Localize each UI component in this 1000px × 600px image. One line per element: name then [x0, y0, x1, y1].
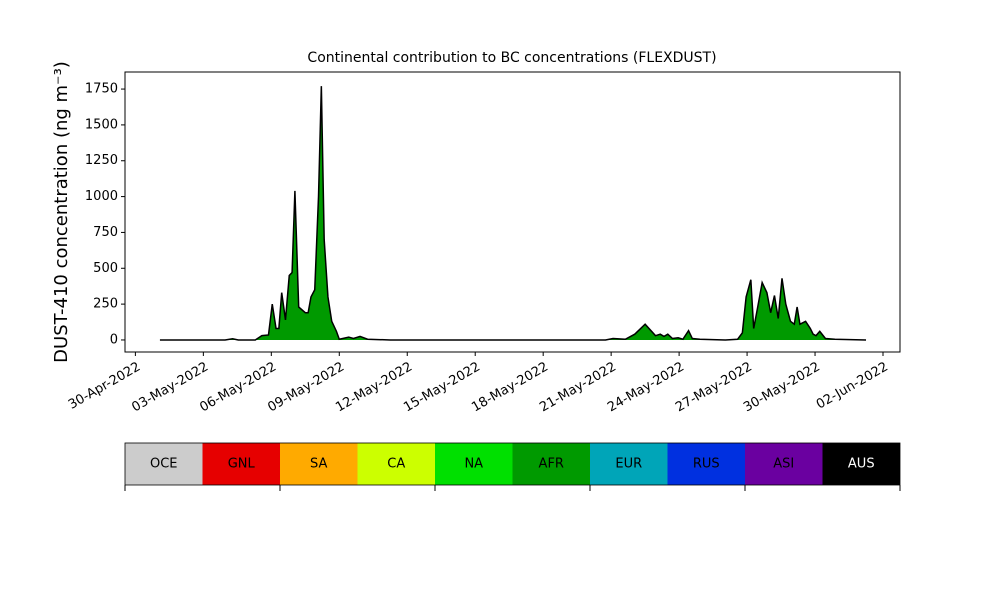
legend-swatch — [125, 443, 203, 485]
legend-swatch — [745, 443, 823, 485]
legend-swatch — [202, 443, 280, 485]
x-tick-label: 18-May-2022 — [469, 360, 551, 416]
x-tick-label: 24-May-2022 — [605, 360, 687, 416]
outline — [159, 86, 867, 341]
legend-swatch — [512, 443, 590, 485]
x-tick-label: 27-May-2022 — [673, 360, 755, 416]
legend-swatch — [280, 443, 358, 485]
legend-label: GNL — [228, 457, 256, 472]
area — [159, 86, 867, 340]
legend-frame — [124, 442, 901, 486]
x-tick-label: 15-May-2022 — [401, 360, 483, 416]
legend-label: NA — [464, 457, 483, 472]
y-tick-label: 750 — [93, 225, 118, 240]
y-tick-label: 1000 — [85, 189, 118, 204]
x-tick-label: 03-May-2022 — [129, 360, 211, 416]
y-tick-label: 500 — [93, 261, 118, 276]
y-tick-label: 1250 — [85, 153, 118, 168]
plot-frame — [124, 71, 901, 353]
legend-label: AUS — [848, 457, 875, 472]
y-tick-label: 250 — [93, 297, 118, 312]
legend-label: CA — [387, 457, 405, 472]
legend-label: AFR — [539, 457, 564, 472]
y-tick-label: 1500 — [85, 117, 118, 132]
legend-label: ASI — [773, 457, 794, 472]
chart-title: Continental contribution to BC concentra… — [307, 50, 716, 66]
x-tick-label: 30-May-2022 — [741, 360, 823, 416]
legend-swatch — [357, 443, 435, 485]
legend-swatch — [435, 443, 513, 485]
x-tick-label: 09-May-2022 — [265, 360, 347, 416]
legend-label: OCE — [150, 457, 178, 472]
legend-label: RUS — [693, 457, 720, 472]
legend-swatch — [667, 443, 745, 485]
y-tick-label: 0 — [110, 332, 118, 347]
x-tick-label: 02-Jun-2022 — [814, 360, 891, 413]
x-tick-label: 21-May-2022 — [537, 360, 619, 416]
y-tick-label: 1750 — [85, 82, 118, 97]
y-axis-label: DUST-410 concentration (ng m⁻³) — [51, 61, 72, 363]
x-tick-label: 12-May-2022 — [333, 360, 415, 416]
legend-label: SA — [310, 457, 327, 472]
x-tick-label: 06-May-2022 — [197, 360, 279, 416]
legend-swatch — [822, 443, 900, 485]
legend-label: EUR — [615, 457, 642, 472]
legend-swatch — [590, 443, 668, 485]
